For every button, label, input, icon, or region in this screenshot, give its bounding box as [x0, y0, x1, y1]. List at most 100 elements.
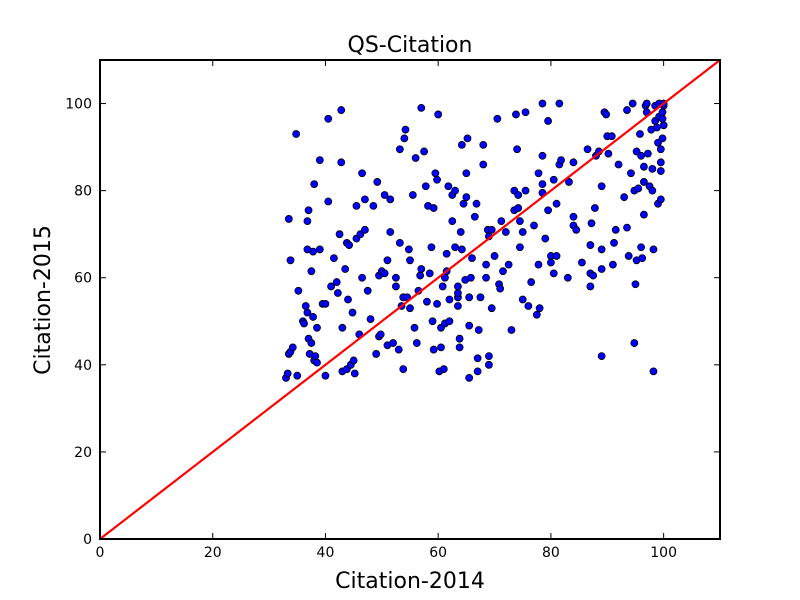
data-point — [490, 252, 499, 260]
data-point — [521, 108, 530, 117]
data-point — [549, 175, 558, 184]
data-point — [465, 293, 474, 302]
data-point — [532, 310, 541, 319]
axis-ticks: 0 20 40 60 80 100 0 20 40 60 80 100 — [65, 60, 720, 561]
x-tick-label: 80 — [542, 545, 560, 561]
data-point — [383, 256, 392, 265]
data-point — [417, 265, 426, 273]
data-point — [465, 373, 474, 382]
data-point — [337, 158, 346, 167]
x-tick-label: 40 — [317, 545, 335, 561]
data-point — [442, 249, 451, 258]
data-point — [345, 241, 354, 249]
data-point — [315, 156, 324, 165]
data-point — [363, 286, 372, 295]
data-point — [482, 273, 490, 282]
data-point — [656, 145, 665, 154]
reference-line — [99, 59, 721, 540]
data-point — [304, 206, 313, 215]
data-point — [451, 186, 459, 195]
chart-title: QS-Citation — [348, 33, 473, 58]
data-point — [333, 289, 342, 297]
data-point — [427, 243, 436, 252]
data-point — [597, 265, 606, 273]
data-point — [416, 271, 425, 280]
data-point — [395, 145, 404, 154]
data-point — [472, 199, 481, 208]
data-point — [344, 295, 352, 304]
data-point — [434, 110, 443, 119]
data-point — [457, 141, 466, 149]
data-point — [516, 243, 524, 252]
data-point — [640, 178, 648, 186]
data-point — [586, 241, 595, 249]
data-point — [303, 217, 312, 226]
data-point — [652, 123, 661, 132]
data-point — [456, 228, 465, 236]
y-tick-label: 20 — [74, 445, 92, 461]
data-point — [557, 156, 565, 165]
x-tick-label: 100 — [650, 545, 677, 561]
data-point — [614, 160, 623, 169]
data-point — [332, 278, 341, 286]
data-point — [459, 199, 468, 208]
data-point — [301, 302, 310, 310]
x-axis-label: Citation-2014 — [335, 569, 485, 594]
data-point — [623, 106, 631, 114]
data-point — [303, 245, 312, 254]
data-point — [401, 125, 410, 134]
data-point — [485, 360, 493, 369]
data-point — [433, 299, 441, 308]
data-point — [637, 151, 645, 160]
data-point — [411, 154, 420, 162]
data-point — [479, 160, 488, 169]
data-point — [504, 260, 513, 269]
data-point — [445, 317, 454, 326]
data-point — [586, 282, 595, 291]
data-point — [412, 339, 421, 347]
data-point — [547, 258, 555, 267]
data-point — [487, 304, 496, 313]
data-point — [294, 286, 303, 295]
data-point — [283, 369, 292, 378]
data-point — [640, 162, 648, 171]
data-point — [569, 158, 578, 167]
data-point — [624, 252, 633, 260]
data-point — [535, 304, 544, 313]
data-point — [303, 308, 312, 317]
data-point — [521, 186, 530, 195]
data-point — [631, 280, 640, 289]
data-point — [649, 245, 658, 254]
data-point — [408, 191, 417, 199]
data-point — [656, 195, 665, 204]
data-point — [590, 204, 599, 212]
data-point — [352, 201, 361, 210]
data-point — [421, 182, 430, 191]
data-point — [473, 367, 482, 376]
data-point — [311, 352, 320, 361]
data-point — [507, 326, 516, 334]
data-point — [417, 104, 426, 112]
data-point — [637, 243, 645, 252]
data-point — [300, 319, 308, 328]
data-point — [400, 134, 409, 143]
data-point — [410, 323, 419, 332]
data-point — [656, 167, 665, 175]
data-point — [623, 223, 631, 232]
data-point — [583, 145, 592, 154]
y-tick-label: 60 — [74, 271, 92, 287]
data-point — [497, 217, 506, 226]
data-point — [361, 195, 369, 204]
data-point — [512, 110, 520, 119]
data-point — [636, 130, 644, 138]
data-point — [348, 308, 357, 317]
data-point — [358, 169, 366, 178]
data-point — [288, 343, 297, 352]
data-point — [648, 186, 657, 195]
data-point — [369, 201, 378, 210]
data-point — [321, 371, 330, 380]
data-point — [610, 238, 618, 247]
data-point — [487, 225, 496, 234]
data-point — [321, 299, 330, 308]
data-point — [395, 238, 404, 247]
